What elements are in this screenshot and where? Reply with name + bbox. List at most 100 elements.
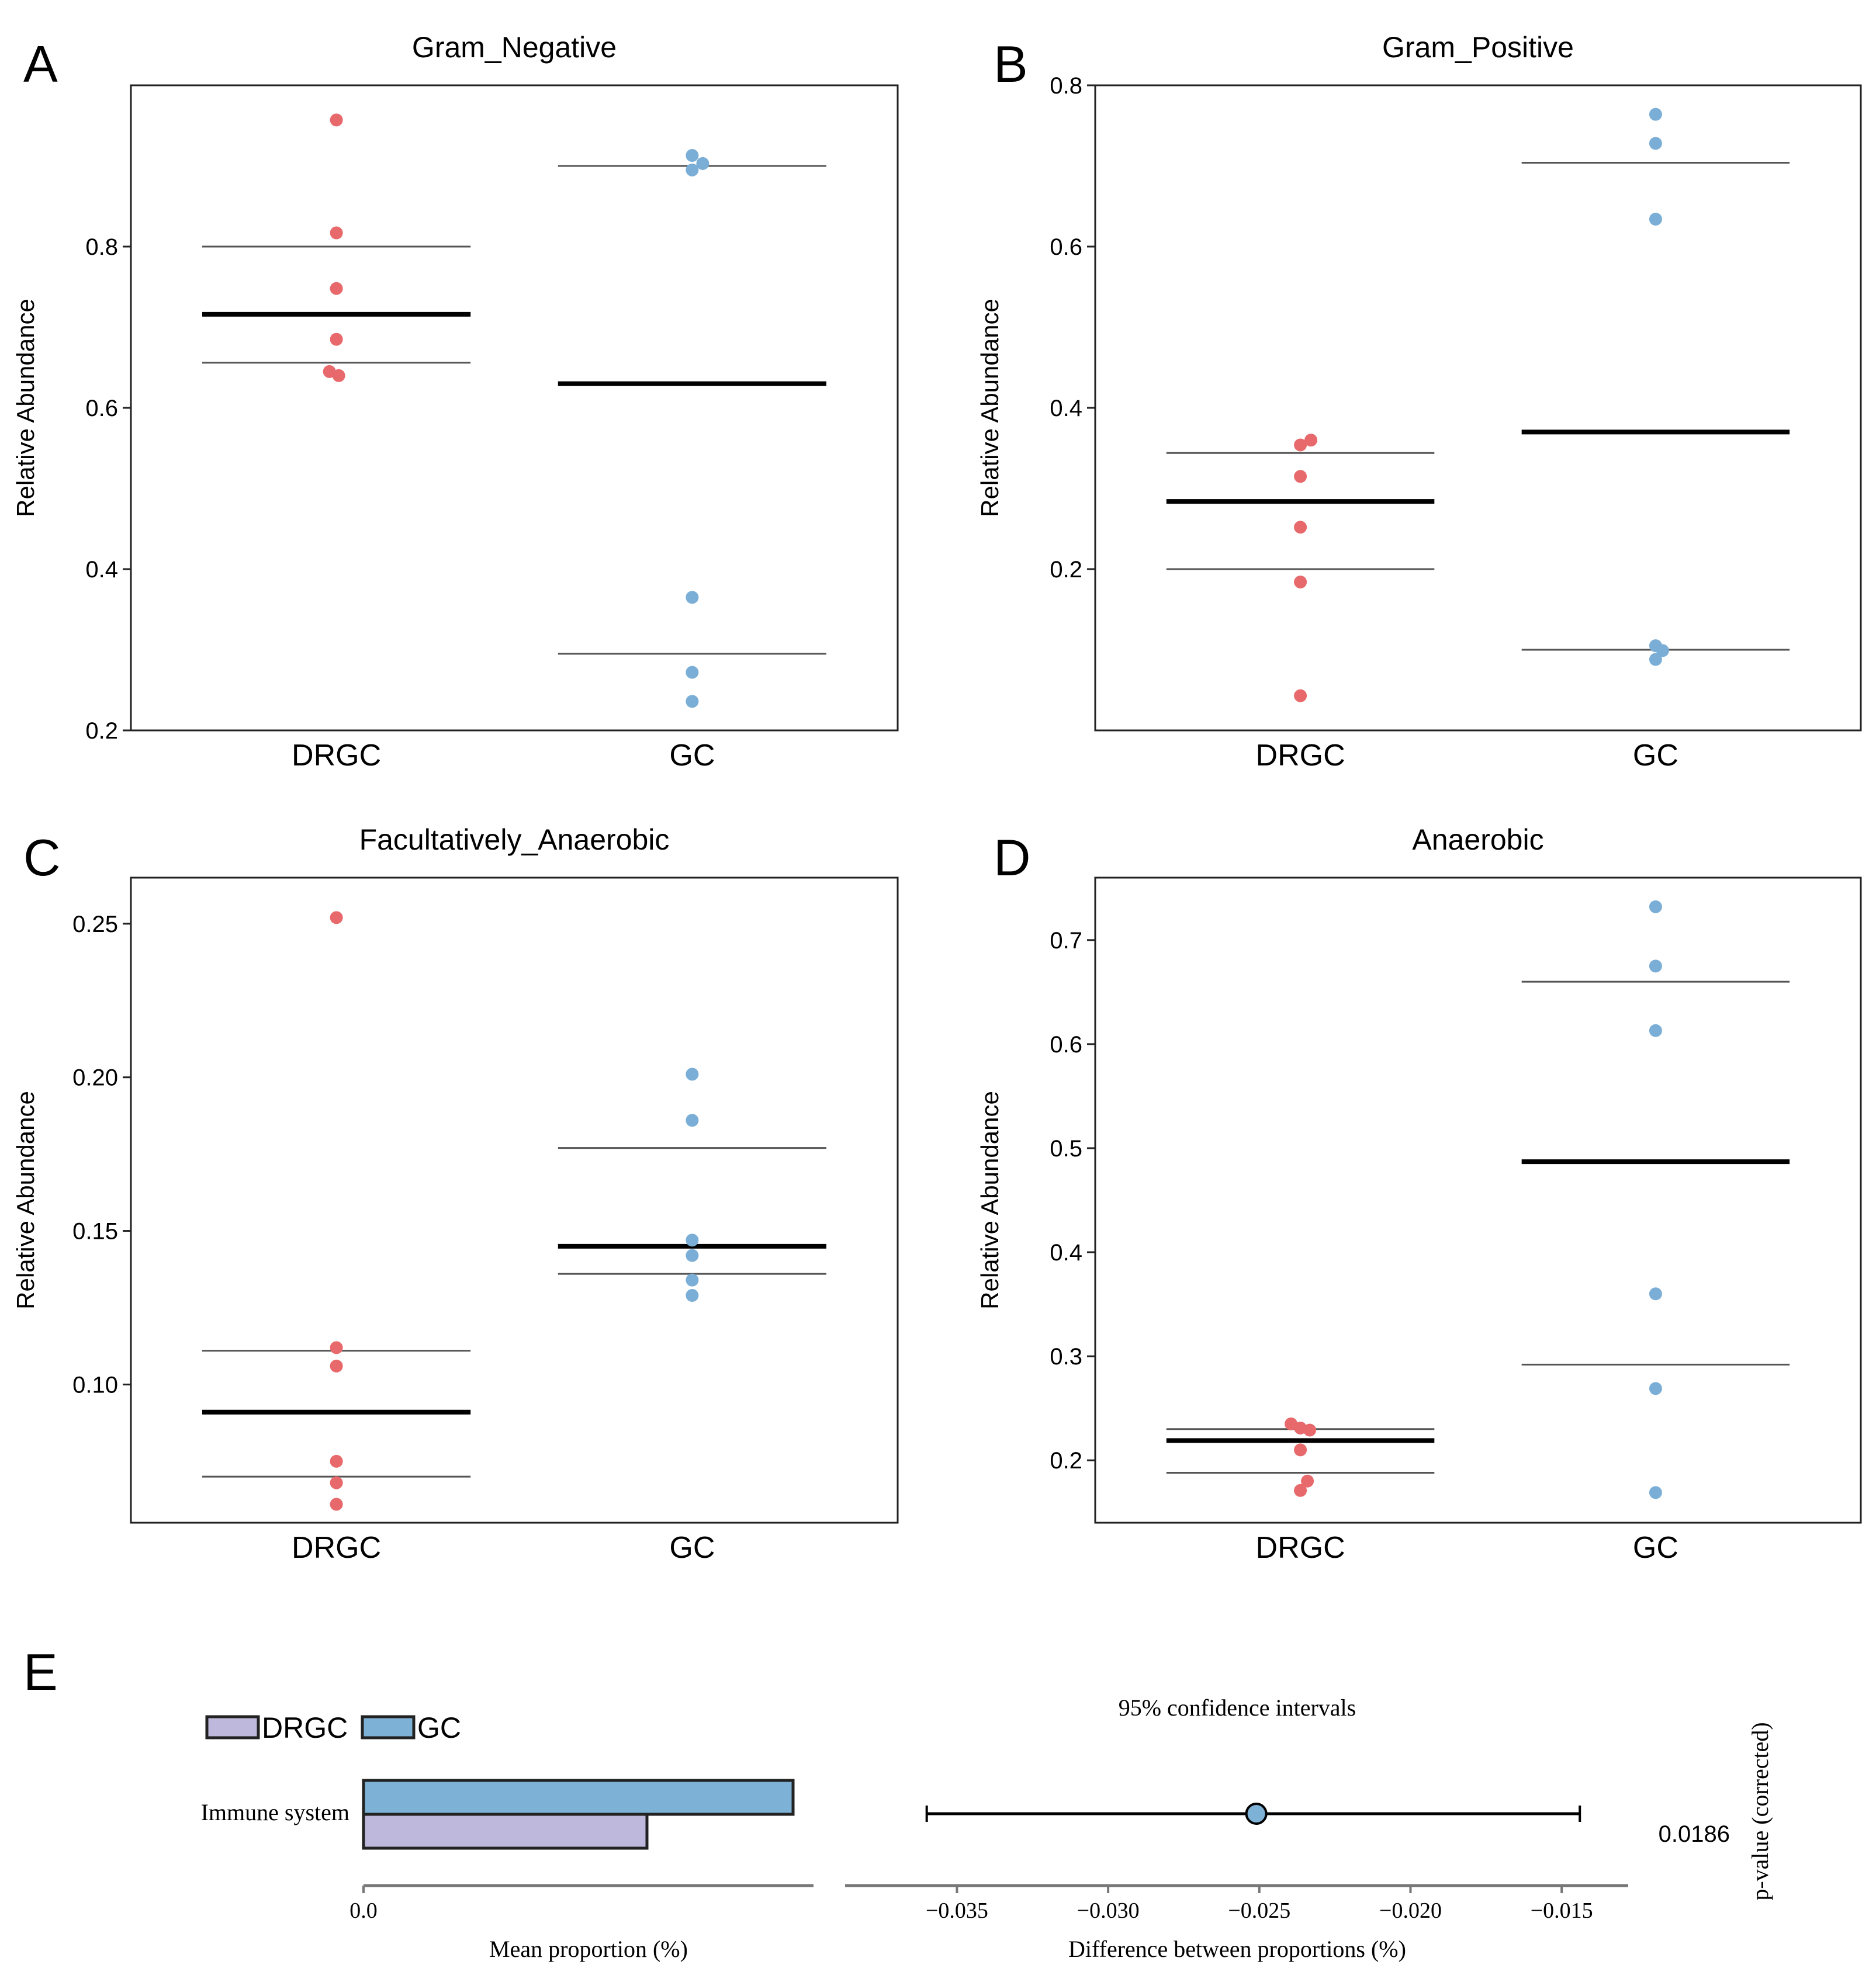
- panel-d: D Anaerobic Relative Abundance 0.2 0.3 0.4 0.5…: [976, 823, 1862, 1565]
- y-tick-label-b: 0.2: [1050, 557, 1082, 583]
- y-tick-label-b: 0.4: [1050, 396, 1082, 421]
- ci-x-tick-label: −0.020: [1379, 1898, 1442, 1923]
- data-point-drgc-c: [330, 1341, 343, 1354]
- data-point-drgc-c: [330, 1476, 343, 1489]
- plot-frame-c: [130, 876, 899, 1524]
- y-tick-label-a: 0.4: [85, 557, 118, 583]
- y-tick-label-d: 0.2: [1050, 1448, 1082, 1474]
- y-tick-label-d: 0.4: [1050, 1240, 1082, 1266]
- data-point-drgc-d: [1301, 1474, 1314, 1488]
- y-tick-label-a: 0.8: [85, 234, 118, 260]
- panel-title-c: Facultatively_Anaerobic: [359, 823, 670, 856]
- data-point-drgc-b: [1294, 576, 1307, 589]
- y-tick-label-d: 0.6: [1050, 1032, 1082, 1058]
- data-point-gc-b: [1649, 137, 1662, 150]
- bar-x-tick-label: 0.0: [349, 1898, 378, 1923]
- category-label-immune-system: Immune system: [201, 1799, 349, 1825]
- data-point-gc-c: [686, 1288, 699, 1302]
- data-point-gc-a: [686, 695, 699, 708]
- data-point-gc-b: [1649, 108, 1662, 121]
- y-axis-title-a: Relative Abundance: [12, 299, 39, 517]
- x-category-label-a: GC: [669, 739, 715, 772]
- ci-difference-point: [1245, 1803, 1268, 1825]
- data-point-gc-d: [1649, 900, 1662, 913]
- ci-x-tick-label: −0.030: [1077, 1898, 1140, 1923]
- panel-title-d: Anaerobic: [1412, 823, 1543, 856]
- p-value: 0.0186: [1659, 1821, 1730, 1847]
- y-tick-label-b: 0.8: [1050, 73, 1082, 99]
- data-point-gc-b: [1649, 653, 1662, 666]
- bar-x-axis-title: Mean proportion (%): [489, 1936, 688, 1962]
- panel-label-c: C: [23, 829, 61, 886]
- x-category-label-d: GC: [1633, 1531, 1678, 1565]
- data-point-gc-d: [1649, 1382, 1662, 1395]
- data-point-gc-d: [1649, 1024, 1662, 1037]
- data-point-gc-d: [1649, 959, 1662, 973]
- y-tick-label-b: 0.6: [1050, 234, 1082, 260]
- data-point-gc-c: [686, 1068, 699, 1081]
- data-point-drgc-b: [1294, 689, 1307, 702]
- data-point-gc-a: [686, 591, 699, 604]
- data-point-drgc-a: [330, 332, 343, 346]
- data-point-drgc-d: [1303, 1423, 1317, 1437]
- data-point-gc-a: [686, 149, 699, 162]
- ci-x-tick-label: −0.035: [926, 1898, 988, 1923]
- panel-b: B Gram_Positive Relative Abundance 0.2 0.4 0.…: [976, 31, 1862, 772]
- data-point-drgc-c: [330, 1498, 343, 1511]
- panel-label-b: B: [994, 35, 1028, 93]
- legend-label-gc: GC: [417, 1711, 461, 1744]
- data-point-drgc-b: [1294, 521, 1307, 534]
- panel-e: 0.0 −0.035 −0.030 −0.025 −0.020 −0.015: [349, 1779, 1628, 1923]
- y-tick-label-c: 0.20: [72, 1065, 118, 1091]
- ci-x-tick-label: −0.025: [1228, 1898, 1290, 1923]
- y-tick-label-c: 0.25: [72, 912, 118, 937]
- panel-title-a: Gram_Negative: [412, 31, 617, 64]
- y-tick-label-d: 0.3: [1050, 1344, 1082, 1370]
- legend-e: DRGC GC: [205, 1711, 461, 1744]
- x-category-label-b: GC: [1633, 739, 1678, 772]
- bar-drgc-immune-system: [362, 1813, 649, 1850]
- legend-label-drgc: DRGC: [262, 1711, 348, 1744]
- y-tick-label-a: 0.2: [85, 718, 118, 744]
- y-axis-title-b: Relative Abundance: [976, 299, 1003, 517]
- data-point-drgc-b: [1294, 438, 1307, 452]
- panel-label-d: D: [994, 829, 1031, 886]
- data-point-gc-d: [1649, 1486, 1662, 1499]
- data-point-gc-c: [686, 1233, 699, 1247]
- data-point-drgc-c: [330, 1359, 343, 1373]
- data-point-gc-a: [686, 666, 699, 679]
- data-point-drgc-a: [330, 226, 343, 240]
- data-point-gc-a: [686, 163, 699, 176]
- y-tick-label-a: 0.6: [85, 396, 118, 421]
- ci-title: 95% confidence intervals: [1119, 1695, 1356, 1721]
- data-point-drgc-a: [330, 282, 343, 295]
- data-point-gc-b: [1649, 213, 1662, 226]
- y-tick-label-c: 0.15: [72, 1219, 118, 1245]
- x-category-label-b: DRGC: [1256, 739, 1345, 772]
- panel-title-b: Gram_Positive: [1382, 31, 1574, 64]
- bar-gc-immune-system: [362, 1779, 795, 1816]
- data-point-drgc-a: [332, 369, 345, 382]
- data-point-drgc-d: [1294, 1443, 1307, 1457]
- x-category-label-c: GC: [669, 1531, 715, 1565]
- data-point-gc-c: [686, 1114, 699, 1127]
- legend-swatch-gc: [361, 1715, 416, 1740]
- ci-x-tick-label: −0.015: [1531, 1898, 1593, 1923]
- ci-x-axis-title: Difference between proportions (%): [1068, 1936, 1406, 1962]
- y-tick-label-d: 0.7: [1050, 928, 1082, 954]
- data-point-drgc-a: [330, 113, 343, 127]
- panel-label-e: E: [23, 1643, 58, 1701]
- x-category-label-d: DRGC: [1256, 1531, 1345, 1565]
- chart-layer: A Gram_Negative Relative Abundance 0.2 0.4 0.…: [12, 31, 1862, 1923]
- data-point-drgc-d: [1294, 1484, 1307, 1497]
- panel-a: A Gram_Negative Relative Abundance 0.2 0.4 0.…: [12, 31, 899, 772]
- p-value-axis-title: p-value (corrected): [1747, 1722, 1773, 1900]
- panel-c: C Facultatively_Anaerobic Relative Abundan…: [12, 823, 899, 1565]
- panel-label-a: A: [23, 35, 58, 93]
- data-point-gc-a: [696, 157, 709, 170]
- data-point-gc-c: [686, 1249, 699, 1262]
- data-point-drgc-b: [1304, 434, 1318, 447]
- data-point-gc-c: [686, 1273, 699, 1287]
- data-point-drgc-b: [1294, 470, 1307, 483]
